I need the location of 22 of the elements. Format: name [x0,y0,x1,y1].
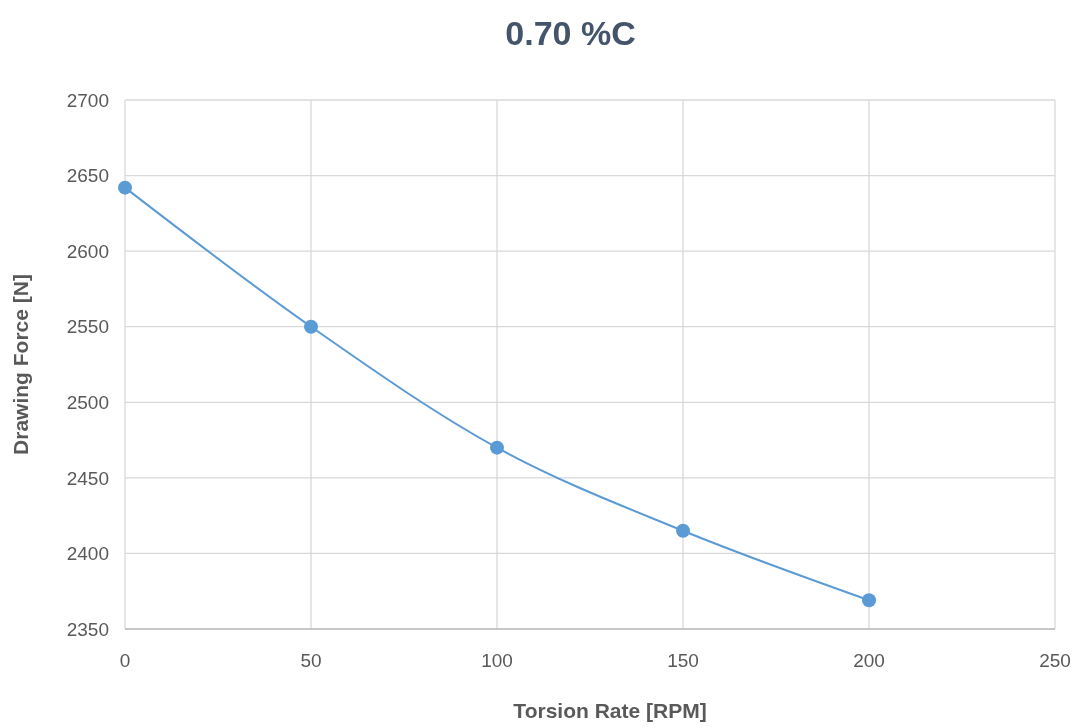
x-tick-label: 150 [667,650,699,671]
x-axis-title: Torsion Rate [RPM] [513,699,707,722]
point [118,180,132,195]
x-tick-label: 100 [481,650,513,671]
x-tick-label: 250 [1039,650,1071,671]
y-tick-label: 2600 [66,240,109,262]
y-tick-label: 2400 [66,543,109,565]
y-tick-label: 2650 [66,165,109,187]
point [304,319,318,334]
chart-title: 0.70 %C [505,14,636,52]
x-tick-label: 200 [853,650,885,671]
point [676,523,690,538]
x-tick-label: 50 [300,650,322,671]
point [490,440,504,455]
y-tick-label: 2500 [66,391,109,413]
y-tick-label: 2550 [66,316,109,338]
x-tick-label: 0 [119,650,131,671]
y-axis-title: Drawing Force [N] [9,274,32,455]
y-tick-label: 2350 [66,618,109,640]
y-tick-label: 2700 [66,89,109,111]
y-tick-label: 2450 [66,467,109,489]
point [862,593,876,608]
